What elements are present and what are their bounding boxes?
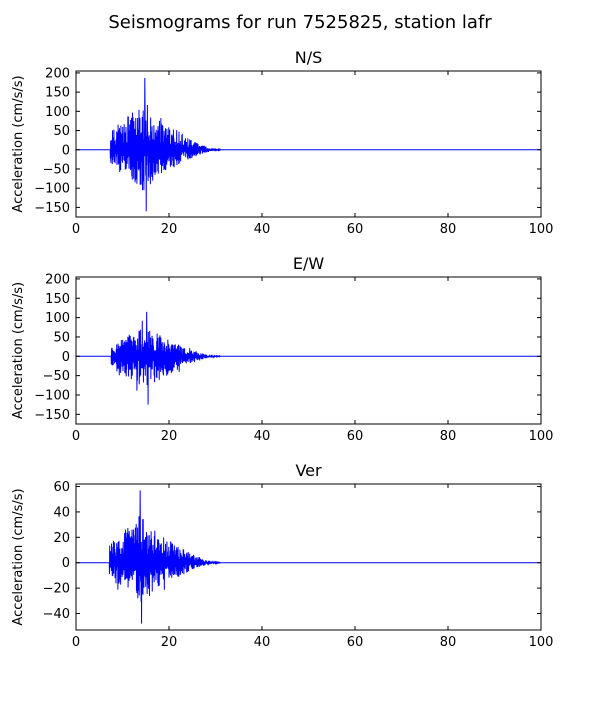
x-tick-label: 40 xyxy=(254,429,271,444)
x-tick-label: 40 xyxy=(254,635,271,650)
axes-frame xyxy=(75,70,542,218)
panel-1: N/S Acceleration (cm/s/s) 0 20 40 60 80 100 −150… xyxy=(11,48,553,237)
y-tick-label: −50 xyxy=(43,162,70,177)
y-tick-label: −100 xyxy=(34,182,70,197)
y-tick-label: 20 xyxy=(53,531,70,546)
y-tick-label: 100 xyxy=(45,311,70,326)
x-tick-label: 0 xyxy=(72,222,80,237)
x-tick-label: 100 xyxy=(529,635,554,650)
axes-frame xyxy=(75,483,542,631)
y-tick-label: 150 xyxy=(45,292,70,307)
axes-frame xyxy=(75,276,542,425)
x-tick-label: 20 xyxy=(161,635,178,650)
x-tick-label: 20 xyxy=(161,429,178,444)
panel-title: N/S xyxy=(295,48,323,67)
x-tick-label: 0 xyxy=(72,429,80,444)
y-tick-label: 200 xyxy=(45,66,70,81)
y-axis-label: Acceleration (cm/s/s) xyxy=(11,75,26,212)
x-tick-label: 100 xyxy=(529,222,554,237)
y-tick-label: 150 xyxy=(45,86,70,101)
x-tick-label: 60 xyxy=(347,635,364,650)
y-tick-label: −150 xyxy=(34,201,70,216)
y-axis-label: Acceleration (cm/s/s) xyxy=(11,282,26,419)
panel-3: Ver Acceleration (cm/s/s) 0 20 40 60 80 100 −40 −… xyxy=(11,461,553,650)
x-tick-label: 40 xyxy=(254,222,271,237)
waveform-line xyxy=(76,490,541,624)
y-tick-label: −150 xyxy=(34,408,70,423)
waveform-line xyxy=(76,311,541,405)
x-tick-label: 80 xyxy=(440,222,457,237)
panel-title: E/W xyxy=(293,254,325,273)
x-tick-label: 60 xyxy=(347,429,364,444)
y-tick-label: −100 xyxy=(34,388,70,403)
y-tick-label: 40 xyxy=(53,505,70,520)
y-tick-label: −50 xyxy=(43,369,70,384)
x-tick-label: 20 xyxy=(161,222,178,237)
panels: N/S Acceleration (cm/s/s) 0 20 40 60 80 100 −150… xyxy=(11,48,553,650)
x-tick-label: 0 xyxy=(72,635,80,650)
y-tick-label: 100 xyxy=(45,105,70,120)
figure-title: Seismograms for run 7525825, station laf… xyxy=(108,12,492,33)
y-axis-label: Acceleration (cm/s/s) xyxy=(11,488,26,625)
panel-title: Ver xyxy=(295,461,322,480)
y-tick-label: 0 xyxy=(62,143,70,158)
y-tick-label: 60 xyxy=(53,480,70,495)
x-tick-label: 80 xyxy=(440,635,457,650)
y-tick-label: −20 xyxy=(43,582,70,597)
x-tick-label: 100 xyxy=(529,429,554,444)
x-tick-label: 80 xyxy=(440,429,457,444)
y-tick-label: 0 xyxy=(62,350,70,365)
y-tick-label: 200 xyxy=(45,272,70,287)
y-tick-label: −40 xyxy=(43,607,70,622)
waveform-line xyxy=(76,77,541,212)
y-tick-label: 0 xyxy=(62,556,70,571)
panel-2: E/W Acceleration (cm/s/s) 0 20 40 60 80 100 −150… xyxy=(11,254,553,444)
x-tick-label: 60 xyxy=(347,222,364,237)
y-tick-label: 50 xyxy=(53,330,70,345)
y-tick-label: 50 xyxy=(53,124,70,139)
